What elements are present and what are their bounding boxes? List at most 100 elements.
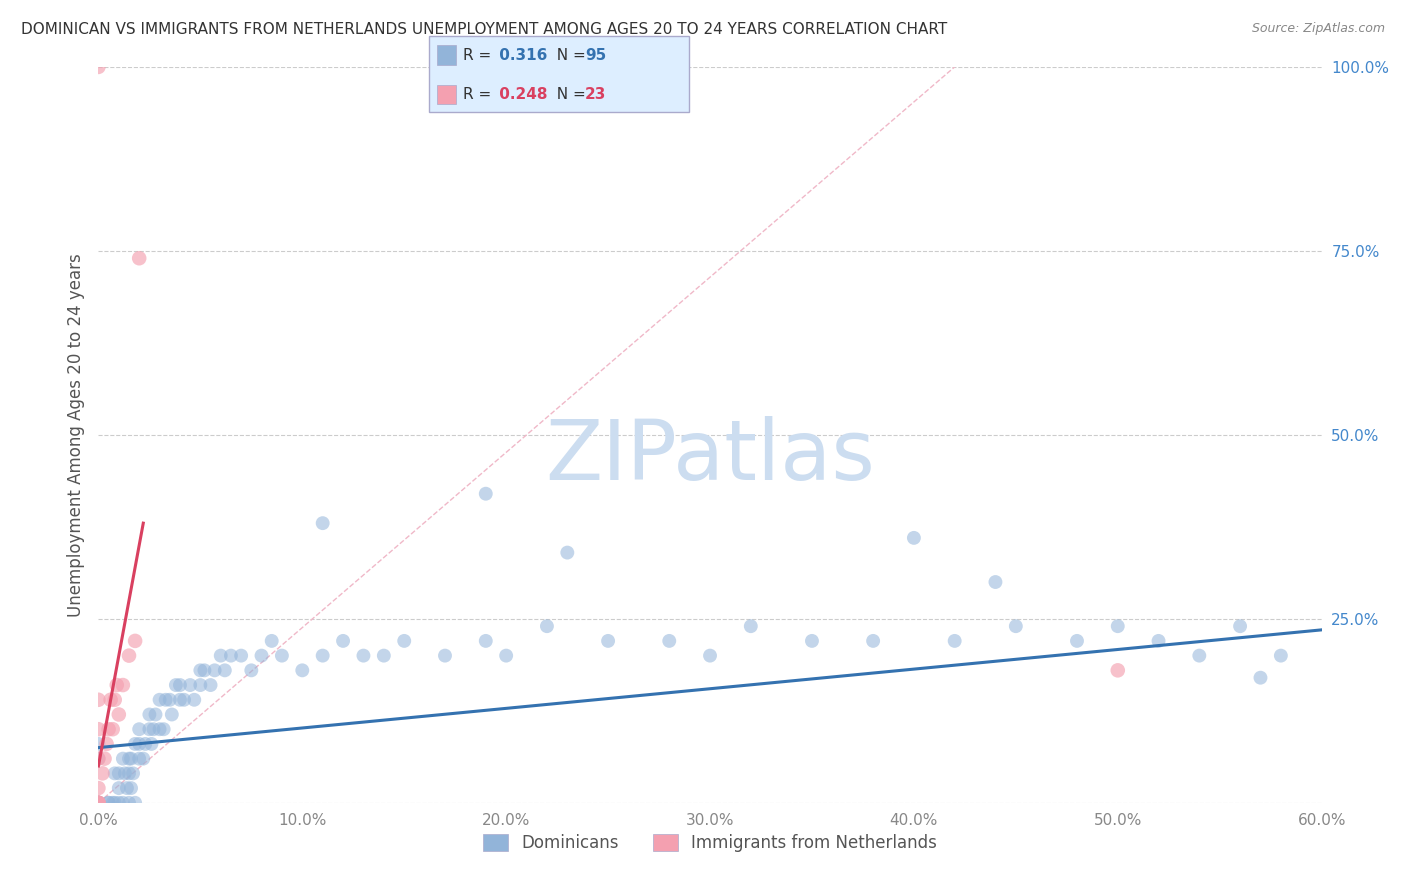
Point — [1270, 648, 1292, 663]
Point — [312, 516, 335, 530]
Text: ZIPatlas: ZIPatlas — [546, 417, 875, 498]
Point — [188, 678, 212, 692]
Point — [903, 531, 925, 545]
Point — [555, 545, 579, 560]
Text: R =: R = — [463, 48, 496, 62]
Point — [101, 796, 124, 810]
Point — [124, 737, 146, 751]
Point — [87, 796, 110, 810]
Point — [87, 723, 110, 737]
Point — [87, 796, 110, 810]
Point — [97, 723, 120, 737]
Point — [87, 796, 110, 810]
Point — [87, 796, 110, 810]
Point — [392, 633, 416, 648]
Text: 0.316: 0.316 — [494, 48, 547, 62]
Point — [128, 751, 150, 765]
Point — [179, 678, 201, 692]
Point — [87, 796, 110, 810]
Point — [87, 796, 110, 810]
Point — [740, 619, 762, 633]
Point — [658, 633, 681, 648]
Point — [104, 766, 127, 780]
Point — [862, 633, 884, 648]
Point — [1249, 671, 1271, 685]
Point — [108, 796, 131, 810]
Point — [97, 796, 120, 810]
Point — [209, 648, 232, 663]
Point — [108, 766, 131, 780]
Point — [87, 751, 110, 765]
Point — [231, 648, 253, 663]
Point — [188, 664, 212, 678]
Point — [91, 766, 114, 780]
Point — [142, 723, 165, 737]
Point — [943, 633, 966, 648]
Point — [434, 648, 457, 663]
Point — [1004, 619, 1026, 633]
Point — [87, 751, 110, 765]
Point — [260, 633, 283, 648]
Point — [159, 692, 181, 706]
Point — [152, 723, 174, 737]
Point — [87, 796, 110, 810]
Point — [332, 633, 354, 648]
Point — [1147, 633, 1170, 648]
Point — [474, 487, 498, 501]
Point — [1107, 664, 1129, 678]
Point — [149, 723, 172, 737]
Point — [250, 648, 273, 663]
Point — [291, 664, 314, 678]
Point — [122, 766, 145, 780]
Point — [111, 678, 134, 692]
Point — [87, 60, 110, 74]
Point — [120, 751, 142, 765]
Point — [801, 633, 824, 648]
Point — [124, 633, 146, 648]
Point — [97, 796, 120, 810]
Point — [100, 692, 122, 706]
Text: 95: 95 — [585, 48, 606, 62]
Point — [128, 737, 150, 751]
Point — [138, 707, 160, 722]
Point — [495, 648, 517, 663]
Point — [1229, 619, 1251, 633]
Point — [141, 737, 163, 751]
Point — [111, 751, 134, 765]
Point — [1066, 633, 1088, 648]
Point — [138, 723, 160, 737]
Point — [214, 664, 236, 678]
Point — [165, 678, 187, 692]
Point — [132, 751, 155, 765]
Point — [104, 692, 127, 706]
Point — [108, 707, 131, 722]
Legend: Dominicans, Immigrants from Netherlands: Dominicans, Immigrants from Netherlands — [475, 826, 945, 861]
Text: DOMINICAN VS IMMIGRANTS FROM NETHERLANDS UNEMPLOYMENT AMONG AGES 20 TO 24 YEARS : DOMINICAN VS IMMIGRANTS FROM NETHERLANDS… — [21, 22, 948, 37]
Point — [105, 678, 128, 692]
Point — [373, 648, 395, 663]
Point — [352, 648, 374, 663]
Text: N =: N = — [547, 48, 591, 62]
Point — [200, 678, 222, 692]
Text: N =: N = — [547, 87, 591, 102]
Text: Source: ZipAtlas.com: Source: ZipAtlas.com — [1251, 22, 1385, 36]
Point — [204, 664, 226, 678]
Point — [87, 781, 110, 796]
Point — [108, 781, 131, 796]
Point — [474, 633, 498, 648]
Point — [87, 796, 110, 810]
Point — [118, 796, 141, 810]
Point — [87, 796, 110, 810]
Point — [96, 737, 118, 751]
Point — [598, 633, 620, 648]
Point — [219, 648, 242, 663]
Point — [118, 766, 141, 780]
Y-axis label: Unemployment Among Ages 20 to 24 years: Unemployment Among Ages 20 to 24 years — [66, 253, 84, 616]
Point — [124, 796, 146, 810]
Point — [699, 648, 721, 663]
Point — [984, 575, 1007, 590]
Point — [1188, 648, 1211, 663]
Point — [160, 707, 183, 722]
Point — [149, 692, 172, 706]
Point — [114, 766, 136, 780]
